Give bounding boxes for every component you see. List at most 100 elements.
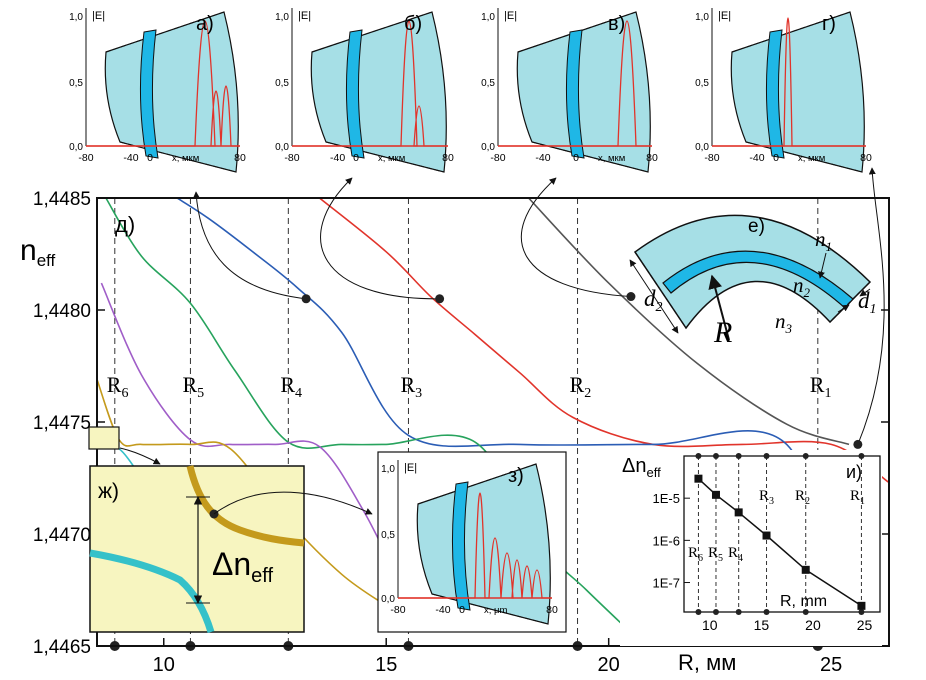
inset-x-tick: -80	[284, 152, 299, 164]
inset-y-tick: 1,0	[69, 12, 83, 23]
inset-x-tick: -40	[330, 152, 345, 164]
delta-x-tick: 20	[805, 617, 821, 633]
connector-arrow	[857, 167, 885, 445]
zoom-source-box	[88, 426, 120, 450]
inset-x-tick: x, мкм	[798, 153, 825, 164]
zoom-inset: ж) Δneff	[88, 426, 373, 634]
radius-label: R4	[280, 372, 302, 401]
inset-x-tick: x, мкм	[172, 153, 199, 164]
geometry-label: е)	[748, 216, 765, 237]
inset-y-tick: 0,0	[381, 594, 395, 605]
delta-radius-label: R3	[759, 488, 774, 507]
field-profile	[712, 17, 866, 147]
radius-labels: R6 R5 R4 R3 R2 R1	[107, 372, 832, 401]
delta-point	[711, 490, 720, 499]
inset-x-tick: 0	[353, 152, 359, 164]
R-label: R	[713, 316, 732, 349]
mode-curve-red	[318, 198, 889, 484]
inset-x-tick: x, мкм	[598, 153, 625, 164]
radius-label: R1	[810, 372, 832, 401]
delta-radius-label: R1	[850, 488, 865, 507]
mode-curve-gray	[528, 198, 850, 446]
inset-y-tick: 1,0	[275, 12, 289, 23]
x-tick-label: 25	[820, 654, 842, 676]
inset-y-tick: 0,5	[481, 78, 495, 89]
inset-x-tick: x, мкм	[378, 153, 405, 164]
field-panel: 1,0 0,5 0,0 |E| -80 -40 0 x, мкм 80 в)	[481, 8, 658, 173]
delta-point	[694, 474, 703, 483]
highlight-point	[853, 439, 863, 449]
y-axis-title: neff	[20, 234, 56, 270]
field-panel-label: в)	[608, 13, 625, 35]
inset-x-tick: -80	[390, 604, 405, 616]
zoom-cyan-curve	[89, 549, 215, 634]
connector-arrow	[320, 177, 440, 300]
inset-x-tick: 80	[442, 152, 454, 164]
inset-x-tick: -80	[704, 152, 719, 164]
delta-xlabel: R, mm	[780, 593, 827, 610]
radius-label: R3	[400, 372, 422, 401]
fiber-core	[565, 29, 585, 159]
field-panel: 1,0 0,5 0,0 |E| -80 -40 0 x, мкм 80 а)	[69, 8, 246, 173]
delta-point	[762, 531, 771, 540]
inset-y-tick: 0,5	[69, 78, 83, 89]
delta-point	[801, 565, 810, 574]
inset-y-axis-label: |E|	[404, 462, 417, 474]
inset-y-tick: 1,0	[481, 12, 495, 23]
fiber-core	[765, 29, 785, 159]
radius-label: R5	[182, 372, 204, 401]
inset-x-tick: 80	[646, 152, 658, 164]
fiber-section	[104, 11, 239, 173]
y-tick-label: 1,4470	[33, 525, 91, 546]
field-panel-z: 1,0 0,5 0,0 |E| -80 -40 0 x, μm 80 з)	[377, 451, 567, 633]
d1-label: d1	[858, 288, 877, 317]
fiber-core	[139, 29, 159, 159]
main-axis-ticks: 1,4465 1,4470 1,4475 1,4480 1,4485 10 15 20 25	[33, 189, 889, 676]
inset-x-tick: -80	[490, 152, 505, 164]
x-tick-label: 10	[153, 654, 175, 676]
delta-neff-label: Δneff	[212, 546, 273, 587]
delta-title: Δneff	[622, 455, 661, 480]
n3-label: n3	[775, 309, 793, 336]
inset-x-tick: -40	[535, 152, 550, 164]
inset-x-tick: 80	[234, 152, 246, 164]
y-tick-label: 1,4485	[33, 189, 91, 210]
field-profile	[498, 20, 652, 147]
field-profile	[86, 20, 240, 147]
connector-arrow	[520, 177, 631, 298]
delta-radius-label: R2	[795, 488, 810, 507]
zoom-label: ж)	[98, 480, 119, 503]
inset-x-tick: x, μm	[484, 605, 508, 616]
inset-y-tick: 1,0	[695, 12, 709, 23]
field-panel-label: г)	[822, 13, 836, 35]
field-profile	[398, 492, 552, 599]
highlight-point	[301, 294, 311, 304]
field-panel-label: з)	[508, 465, 524, 487]
delta-neff-inset: 1E-5 1E-6 1E-7 10 15 20 25 R6 R5 R4 R3 R2 R1 Δneff и) R…	[620, 450, 882, 646]
delta-label: и)	[846, 462, 862, 482]
delta-frame	[683, 455, 881, 613]
field-panels: 1,0 0,5 0,0 |E| -80 -40 0 x, мкм 80 а) 1,0 0,5 0,0 |E…	[69, 8, 872, 633]
delta-radius-label: R4	[728, 545, 743, 564]
x-tick-label: 20	[598, 654, 620, 676]
inset-y-axis-label: |E|	[504, 10, 517, 22]
inset-x-tick: 0	[573, 152, 579, 164]
inset-y-tick: 0,0	[275, 142, 289, 153]
fiber-core	[451, 481, 471, 611]
highlight-point	[626, 292, 636, 302]
fiber-section	[310, 11, 447, 173]
delta-radius-label: R5	[708, 545, 723, 564]
y-tick-label: 1,4475	[33, 413, 91, 434]
delta-y-tick: 1E-5	[653, 491, 680, 506]
panel-label-d: д)	[115, 212, 135, 237]
delta-point	[857, 601, 866, 610]
inset-x-tick: 80	[860, 152, 872, 164]
field-panel-label: б)	[404, 13, 422, 35]
delta-radius-label: R6	[688, 545, 703, 564]
n1-label: n1	[815, 227, 832, 254]
field-panel: 1,0 0,5 0,0 |E| -80 -40 0 x, мкм 80 б)	[275, 8, 454, 173]
inset-y-tick: 0,0	[481, 142, 495, 153]
geometry-inset: е) n1 n2 n3 d1 d2 R	[629, 214, 877, 349]
zoom-gold-curve	[186, 465, 305, 547]
